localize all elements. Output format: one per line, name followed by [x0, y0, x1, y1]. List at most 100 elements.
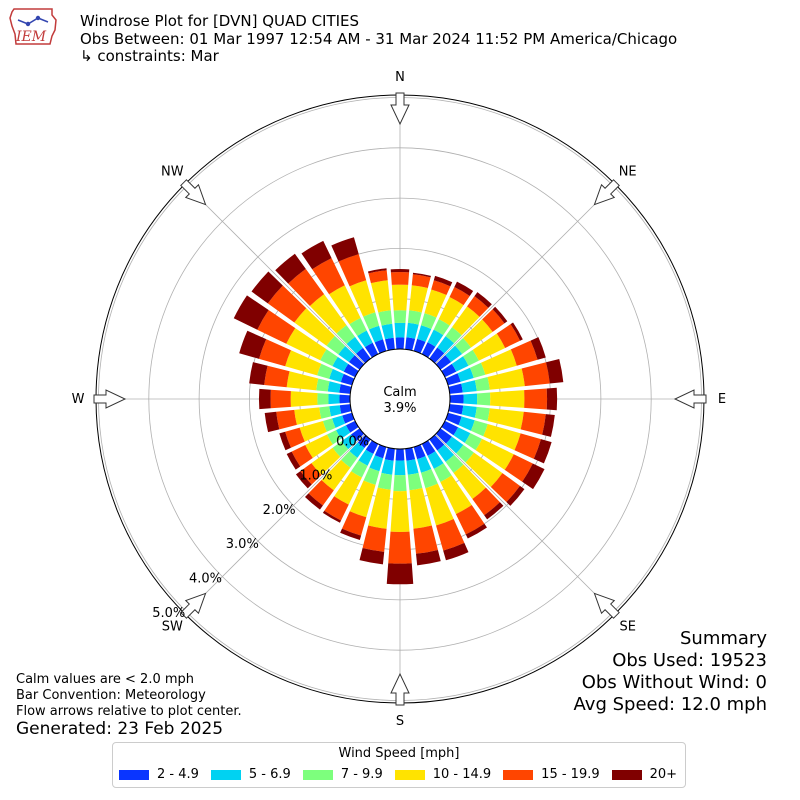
- bar-230-bin-4: [300, 463, 322, 485]
- bar-270-bin-0: [339, 394, 351, 404]
- bar-170-bin-1: [406, 459, 419, 475]
- bar-130-bin-3: [465, 452, 503, 488]
- bar-50-bin-5: [492, 306, 508, 324]
- bar-120-bin-3: [475, 438, 514, 470]
- bar-330-bin-1: [357, 330, 373, 348]
- bar-250-bin-2: [322, 418, 336, 432]
- direction-arrows: [93, 92, 707, 706]
- bar-290-bin-4: [259, 339, 291, 367]
- bar-10-bin-2: [407, 310, 422, 325]
- flow-arrows-note: Flow arrows relative to plot center.: [16, 704, 242, 719]
- bar-340-bin-2: [363, 312, 380, 330]
- bar-180-bin-1: [394, 460, 406, 476]
- legend-item-4: 15 - 19.9: [503, 767, 600, 782]
- bar-330-bin-5: [301, 240, 332, 270]
- bar-110-bin-5: [533, 439, 552, 464]
- bar-200-bin-5: [340, 528, 362, 540]
- obs-used: Obs Used: 19523: [612, 650, 767, 671]
- legend-label-3: 10 - 14.9: [432, 767, 492, 782]
- bar-260-bin-1: [329, 405, 342, 417]
- bar-220-bin-4: [308, 480, 334, 506]
- legend-item-5: 20+: [611, 767, 678, 782]
- bar-260-bin-5: [264, 411, 280, 433]
- calm-circle: [349, 348, 451, 450]
- bar-320-bin-3: [309, 294, 347, 334]
- direction-label-se: SE: [619, 620, 635, 635]
- bar-10-bin-5: [412, 272, 431, 278]
- legend-item-3: 10 - 14.9: [394, 767, 492, 782]
- bar-310-bin-2: [326, 335, 346, 355]
- bar-60-bin-4: [496, 324, 521, 348]
- bar-230-bin-0: [350, 428, 365, 442]
- legend-label-5: 20+: [649, 767, 678, 782]
- bar-240-bin-1: [336, 425, 351, 439]
- arrow-nw-icon: [180, 179, 207, 206]
- bar-240-bin-3: [305, 434, 333, 459]
- legend-swatch-2: [302, 769, 333, 780]
- legend-label-0: 2 - 4.9: [157, 767, 199, 782]
- bar-220-bin-1: [349, 442, 365, 458]
- bar-350-bin-2: [378, 310, 393, 326]
- bar-350-bin-1: [381, 323, 394, 340]
- legend-title: Wind Speed [mph]: [338, 746, 460, 761]
- bar-140-bin-1: [437, 444, 455, 462]
- bar-230-bin-2: [332, 441, 349, 457]
- bar-40-bin-5: [474, 292, 492, 308]
- bar-200-bin-2: [363, 467, 380, 485]
- bar-300-bin-1: [332, 356, 349, 372]
- bar-50-bin-0: [435, 355, 452, 370]
- bar-80-bin-5: [546, 359, 564, 384]
- bar-340-bin-1: [368, 325, 383, 343]
- bar-120-bin-5: [522, 463, 545, 490]
- bar-350-bin-3: [370, 280, 391, 313]
- bar-90-bin-2: [476, 392, 491, 406]
- bar-40-bin-1: [437, 336, 455, 354]
- radial-tick-label-5: 5.0%: [152, 606, 185, 621]
- bar-310-bin-0: [348, 355, 365, 370]
- bar-170-bin-3: [409, 487, 432, 529]
- bar-280-bin-5: [249, 362, 268, 385]
- legend-label-4: 15 - 19.9: [541, 767, 600, 782]
- legend-items: 2 - 4.9 5 - 6.9 7 - 9.9 10 - 14.9 15 - 19.9 2…: [119, 767, 677, 782]
- bar-210-bin-1: [358, 449, 374, 466]
- bar-70-bin-4: [510, 340, 538, 366]
- bar-60-bin-2: [463, 349, 479, 366]
- direction-label-sw: SW: [162, 620, 183, 635]
- bar-130-bin-2: [456, 444, 474, 463]
- bar-290-bin-0: [340, 373, 355, 386]
- bar-230-bin-3: [311, 447, 341, 476]
- bar-170-bin-2: [407, 472, 423, 491]
- bar-90-bin-4: [524, 388, 548, 410]
- bar-270-bin-1: [328, 393, 340, 405]
- bar-140-bin-5: [484, 502, 504, 520]
- bar-250-bin-5: [279, 431, 291, 451]
- bar-340-bin-0: [374, 339, 387, 354]
- arrow-n-icon: [390, 92, 410, 126]
- bar-200-bin-3: [349, 480, 376, 518]
- bar-140-bin-0: [429, 434, 445, 451]
- summary-title: Summary: [680, 628, 767, 649]
- bar-140-bin-2: [445, 454, 464, 473]
- bar-90-bin-3: [490, 390, 525, 408]
- iem-logo-icon: IEM: [9, 8, 57, 45]
- bar-300-bin-3: [286, 328, 327, 361]
- bar-90-bin-0: [449, 394, 464, 404]
- arrow-w-icon: [93, 389, 127, 409]
- bar-130-bin-5: [506, 485, 525, 506]
- bar-290-bin-5: [239, 330, 267, 359]
- bar-220-bin-5: [304, 493, 323, 510]
- legend-swatch-5: [611, 769, 642, 780]
- bar-20-bin-2: [421, 313, 437, 330]
- bar-210-bin-4: [324, 496, 349, 521]
- bar-80-bin-1: [461, 380, 477, 393]
- bar-30-bin-0: [421, 342, 436, 358]
- bar-30-bin-1: [427, 329, 444, 347]
- bar-0-bin-1: [394, 322, 406, 338]
- bar-190-bin-1: [381, 459, 394, 475]
- bar-160-bin-2: [421, 468, 438, 489]
- chart-title: Windrose Plot for [DVN] QUAD CITIES: [80, 12, 360, 30]
- radial-tick-label-2: 2.0%: [263, 503, 296, 518]
- bar-90-bin-1: [463, 393, 478, 405]
- bar-350-bin-0: [385, 337, 395, 351]
